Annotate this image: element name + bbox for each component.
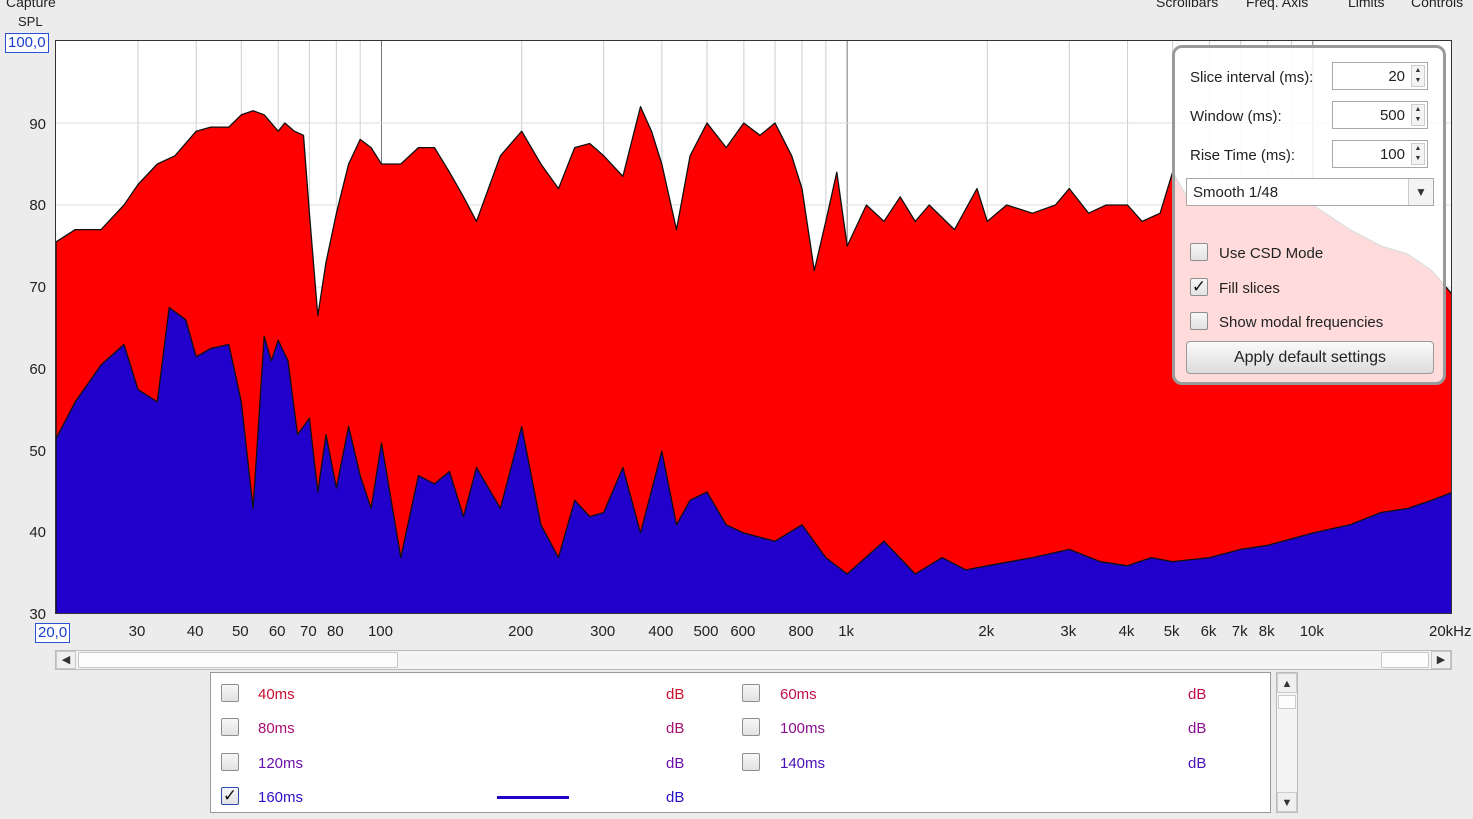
x-tick: 60	[268, 623, 286, 640]
slice-legend: 40ms dB 60ms dB 80ms dB 100ms dB 120ms d…	[210, 672, 1271, 813]
x-tick: 80	[327, 623, 344, 640]
y-tick: 30	[29, 606, 46, 623]
y-tick: 60	[29, 361, 46, 378]
y-tick: 70	[29, 279, 46, 296]
chevron-down-icon[interactable]: ▼	[1408, 179, 1433, 205]
fill-slices-checkbox[interactable]: ✓	[1190, 277, 1208, 296]
x-tick: 50	[231, 623, 249, 640]
smoothing-value: Smooth 1/48	[1193, 184, 1279, 201]
slice-label: 120ms	[258, 755, 304, 772]
x-tick: 100	[367, 623, 393, 640]
rise-time-spinner[interactable]: 100 ▲ ▼	[1332, 140, 1428, 168]
limits-toggle[interactable]: Limits	[1348, 0, 1385, 10]
spinner-arrows-icon[interactable]: ▲ ▼	[1411, 65, 1425, 87]
rise-time-value[interactable]: 100	[1379, 146, 1405, 163]
scroll-left-arrow-icon[interactable]: ◀	[56, 651, 76, 669]
y-tick: 80	[29, 197, 46, 214]
spinner-arrows-icon[interactable]: ▲ ▼	[1411, 104, 1425, 126]
y-tick: 50	[29, 443, 46, 460]
horizontal-scrollbar[interactable]: ◀ ▶	[55, 650, 1452, 670]
scroll-down-arrow-icon[interactable]: ▼	[1277, 792, 1297, 812]
legend-scroll-thumb[interactable]	[1278, 695, 1296, 709]
x-tick: 4k	[1118, 623, 1135, 640]
legend-scrollbar[interactable]: ▲ ▼	[1276, 672, 1298, 813]
x-tick: 600	[730, 623, 756, 640]
slice-unit: dB	[666, 755, 685, 772]
x-tick: 800	[788, 623, 814, 640]
controls-toggle[interactable]: Controls	[1411, 0, 1464, 10]
scroll-right-arrow-icon[interactable]: ▶	[1431, 651, 1451, 669]
scroll-thumb-left[interactable]	[78, 652, 398, 668]
spectrum-chart	[56, 41, 1451, 613]
x-tick: 7k	[1231, 623, 1248, 640]
slice-unit: dB	[1188, 720, 1207, 737]
x-tick: 2k	[978, 623, 995, 640]
slice-label: 100ms	[780, 720, 826, 737]
slice-label: 160ms	[258, 789, 304, 806]
slice-checkbox[interactable]	[742, 684, 760, 702]
scroll-thumb-right[interactable]	[1381, 652, 1429, 668]
x-tick: 20kHz	[1429, 623, 1472, 640]
spinner-arrows-icon[interactable]: ▲ ▼	[1411, 143, 1425, 165]
slice-unit: dB	[1188, 755, 1207, 772]
slice-checkbox[interactable]	[742, 718, 760, 736]
apply-default-settings-button[interactable]: Apply default settings	[1186, 341, 1434, 374]
slice-checkbox[interactable]: ✓	[221, 786, 239, 805]
freq-axis-toggle[interactable]: Freq. Axis	[1246, 0, 1309, 10]
capture-label[interactable]: Capture	[6, 0, 56, 10]
slice-checkbox[interactable]	[221, 718, 239, 736]
x-tick: 30	[128, 623, 146, 640]
y-tick: 40	[29, 524, 46, 541]
window-spinner[interactable]: 500 ▲ ▼	[1332, 101, 1428, 129]
x-tick: 1k	[838, 623, 855, 640]
y-axis-title: SPL	[18, 14, 43, 29]
slice-label: 40ms	[258, 686, 295, 703]
slice-interval-value[interactable]: 20	[1388, 68, 1405, 85]
x-min-field[interactable]: 20,0	[35, 623, 71, 643]
x-tick: 10k	[1299, 623, 1324, 640]
x-tick: 500	[693, 623, 719, 640]
x-tick: 400	[648, 623, 674, 640]
slice-line-swatch	[497, 796, 569, 799]
x-tick: 3k	[1060, 623, 1077, 640]
slice-interval-label: Slice interval (ms):	[1190, 69, 1314, 86]
slice-unit: dB	[666, 789, 685, 806]
y-max-field[interactable]: 100,0	[5, 33, 49, 53]
scroll-up-arrow-icon[interactable]: ▲	[1277, 673, 1297, 693]
scrollbars-toggle[interactable]: Scrollbars	[1156, 0, 1219, 10]
slice-unit: dB	[1188, 686, 1207, 703]
slice-unit: dB	[666, 686, 685, 703]
csd-mode-checkbox[interactable]	[1190, 243, 1208, 261]
x-tick: 5k	[1163, 623, 1180, 640]
slice-checkbox[interactable]	[221, 684, 239, 702]
slice-label: 140ms	[780, 755, 826, 772]
slice-checkbox[interactable]	[221, 753, 239, 771]
slice-interval-spinner[interactable]: 20 ▲ ▼	[1332, 62, 1428, 90]
slice-label: 60ms	[780, 686, 817, 703]
csd-mode-label[interactable]: Use CSD Mode	[1219, 245, 1324, 262]
x-tick: 6k	[1200, 623, 1217, 640]
x-tick: 200	[508, 623, 534, 640]
y-tick: 90	[29, 116, 46, 133]
rise-time-label: Rise Time (ms):	[1190, 147, 1295, 164]
window-label: Window (ms):	[1190, 108, 1282, 125]
slice-unit: dB	[666, 720, 685, 737]
slice-area-0ms	[56, 105, 1451, 613]
fill-slices-label[interactable]: Fill slices	[1219, 280, 1280, 297]
slice-label: 80ms	[258, 720, 295, 737]
modal-frequencies-checkbox[interactable]	[1190, 312, 1208, 330]
x-tick: 70	[300, 623, 317, 640]
slice-area-160ms	[56, 306, 1451, 613]
window-value[interactable]: 500	[1379, 107, 1405, 124]
modal-frequencies-label[interactable]: Show modal frequencies	[1219, 314, 1384, 331]
controls-panel: Slice interval (ms): 20 ▲ ▼ Window (ms): …	[1172, 45, 1446, 385]
slice-checkbox[interactable]	[742, 753, 760, 771]
x-tick: 8k	[1258, 623, 1275, 640]
x-tick: 300	[590, 623, 616, 640]
x-tick: 40	[186, 623, 204, 640]
smoothing-select[interactable]: Smooth 1/48 ▼	[1186, 178, 1434, 206]
